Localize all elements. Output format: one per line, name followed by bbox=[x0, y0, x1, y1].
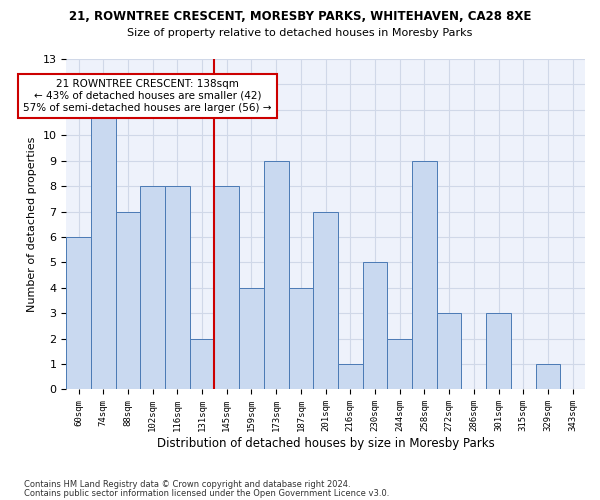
Bar bbox=[437, 313, 461, 390]
Bar bbox=[362, 262, 388, 390]
Bar bbox=[165, 186, 190, 390]
Y-axis label: Number of detached properties: Number of detached properties bbox=[27, 136, 37, 312]
Bar bbox=[486, 313, 511, 390]
Bar bbox=[388, 338, 412, 390]
Text: 21 ROWNTREE CRESCENT: 138sqm
← 43% of detached houses are smaller (42)
57% of se: 21 ROWNTREE CRESCENT: 138sqm ← 43% of de… bbox=[23, 80, 272, 112]
Bar bbox=[239, 288, 264, 390]
Bar bbox=[338, 364, 362, 390]
Bar bbox=[140, 186, 165, 390]
Bar bbox=[289, 288, 313, 390]
Bar bbox=[190, 338, 214, 390]
Bar bbox=[91, 110, 116, 390]
Bar bbox=[116, 212, 140, 390]
Bar bbox=[214, 186, 239, 390]
Bar bbox=[536, 364, 560, 390]
Bar bbox=[66, 237, 91, 390]
Text: Contains public sector information licensed under the Open Government Licence v3: Contains public sector information licen… bbox=[24, 489, 389, 498]
Bar bbox=[313, 212, 338, 390]
Text: Size of property relative to detached houses in Moresby Parks: Size of property relative to detached ho… bbox=[127, 28, 473, 38]
X-axis label: Distribution of detached houses by size in Moresby Parks: Distribution of detached houses by size … bbox=[157, 437, 494, 450]
Text: Contains HM Land Registry data © Crown copyright and database right 2024.: Contains HM Land Registry data © Crown c… bbox=[24, 480, 350, 489]
Text: 21, ROWNTREE CRESCENT, MORESBY PARKS, WHITEHAVEN, CA28 8XE: 21, ROWNTREE CRESCENT, MORESBY PARKS, WH… bbox=[69, 10, 531, 23]
Bar bbox=[412, 160, 437, 390]
Bar bbox=[264, 160, 289, 390]
